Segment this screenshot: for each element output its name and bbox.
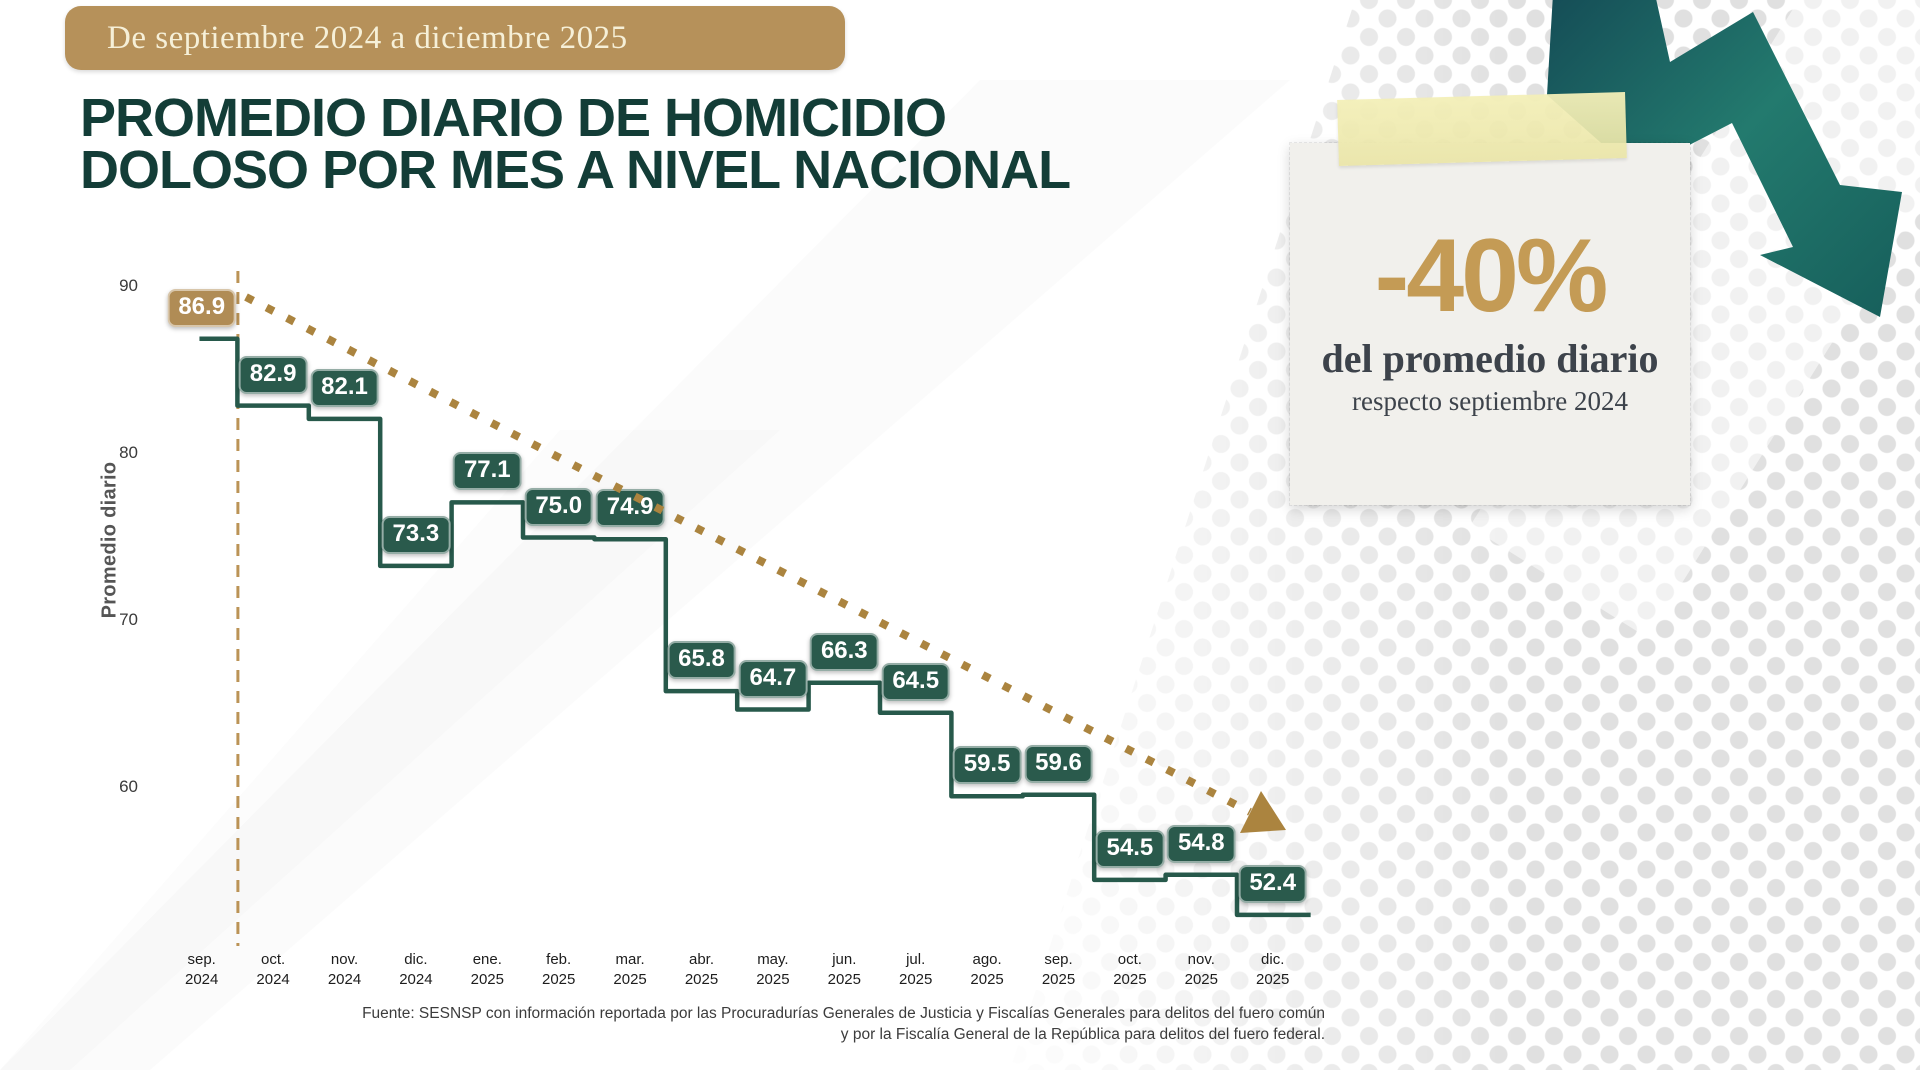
note-card-line-1: del promedio diario <box>1321 336 1659 381</box>
tape-decoration <box>1337 91 1627 167</box>
source-line-2: y por la Fiscalía General de la Repúblic… <box>840 1026 1325 1043</box>
percent-change-value: -40% <box>1374 218 1609 334</box>
x-axis-label: dic. 2025 <box>1256 951 1290 988</box>
x-axis-label: oct. 2025 <box>1113 951 1147 988</box>
value-label: 64.5 <box>881 662 951 701</box>
x-axis-label: sep. 2024 <box>185 951 219 988</box>
x-axis-label: nov. 2025 <box>1184 951 1218 988</box>
x-axis-label: ene. 2025 <box>470 951 504 988</box>
value-label: 54.8 <box>1166 824 1236 863</box>
x-axis-label: oct. 2024 <box>256 951 290 988</box>
title-line-2: DOLOSO POR MES A NIVEL NACIONAL <box>80 140 1071 200</box>
page-title: PROMEDIO DIARIO DE HOMICIDIO DOLOSO POR … <box>80 88 1071 200</box>
value-label: 64.7 <box>738 659 808 698</box>
x-axis-label: feb. 2025 <box>542 951 576 988</box>
y-axis-tick: 80 <box>119 443 138 462</box>
x-axis-label: abr. 2025 <box>684 951 719 988</box>
x-axis-label: ago. 2025 <box>970 951 1004 988</box>
y-axis-tick: 70 <box>119 610 138 629</box>
value-label: 65.8 <box>667 641 736 680</box>
value-label: 59.6 <box>1024 744 1093 783</box>
value-label: 66.3 <box>809 632 879 671</box>
date-range-label: De septiembre 2024 a diciembre 2025 <box>107 19 628 56</box>
step-line-series <box>199 336 1311 918</box>
note-card-line-2: respecto septiembre 2024 <box>1352 386 1628 416</box>
source-footnote: Fuente: SESNSP con información reportada… <box>362 1003 1325 1045</box>
summary-note-card: -40% del promedio diario respecto septie… <box>1289 142 1691 506</box>
value-label: 74.9 <box>595 489 665 528</box>
x-axis-label: nov. 2024 <box>327 951 362 988</box>
value-label: 75.0 <box>524 487 594 526</box>
value-label: 59.5 <box>952 746 1022 785</box>
trend-dotted-line <box>244 293 1252 816</box>
value-label: 52.4 <box>1238 864 1308 903</box>
x-axis-label: jun. 2025 <box>827 951 861 988</box>
x-axis-label: dic. 2024 <box>399 951 433 988</box>
x-axis-label: jul. 2025 <box>899 951 933 988</box>
value-label-highlight: 86.9 <box>167 288 237 327</box>
value-label: 73.3 <box>381 515 451 554</box>
value-label: 82.1 <box>310 368 379 407</box>
source-line-1: Fuente: SESNSP con información reportada… <box>362 1005 1325 1022</box>
value-label: 77.1 <box>452 452 522 491</box>
x-axis-label: mar. 2025 <box>613 951 647 988</box>
x-axis-label: may. 2025 <box>756 951 790 988</box>
value-label: 54.5 <box>1095 829 1165 868</box>
y-axis-tick: 60 <box>119 777 138 796</box>
date-range-badge: De septiembre 2024 a diciembre 2025 <box>65 6 845 70</box>
value-label: 82.9 <box>238 355 308 394</box>
x-axis-label: sep. 2025 <box>1041 951 1076 988</box>
trend-arrowhead <box>1240 791 1286 833</box>
title-line-1: PROMEDIO DIARIO DE HOMICIDIO <box>80 88 947 148</box>
y-axis-tick: 90 <box>119 276 138 295</box>
